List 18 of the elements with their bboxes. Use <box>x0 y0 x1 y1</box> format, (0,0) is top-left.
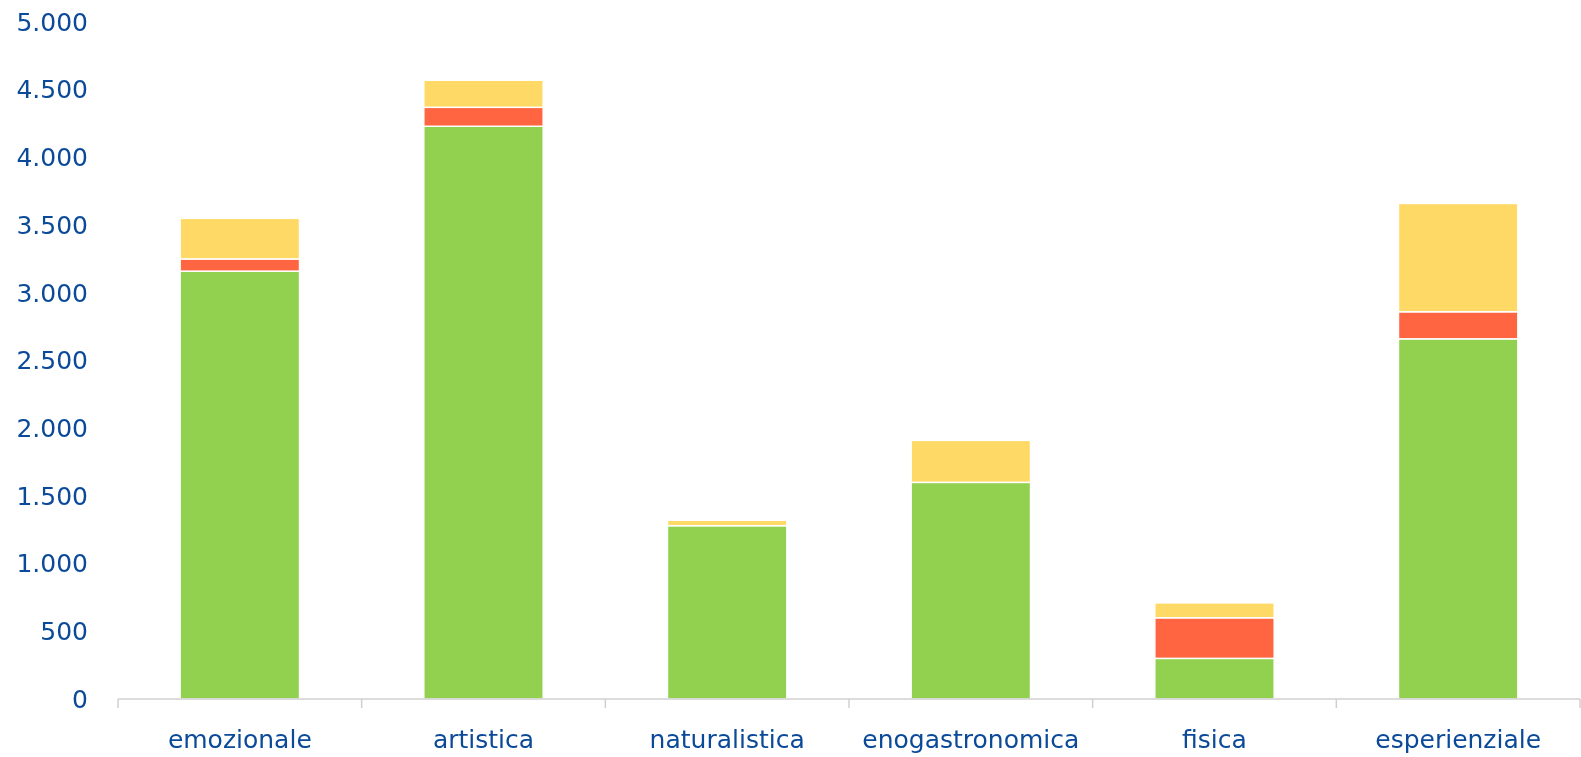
y-tick-label: 2.000 <box>16 413 88 443</box>
y-tick-label: 4.500 <box>16 75 88 105</box>
x-tick-label: emozionale <box>167 725 312 754</box>
x-tick-label: esperienziale <box>1375 725 1542 754</box>
y-tick-label: 1.500 <box>16 481 88 511</box>
y-tick-label: 500 <box>40 617 88 647</box>
bar <box>666 524 788 700</box>
x-tick-label: fisica <box>1182 725 1247 754</box>
x-tick-label: enogastronomica <box>862 725 1080 754</box>
y-tick-label: 0 <box>72 684 88 714</box>
y-tick-label: 3.000 <box>16 278 88 308</box>
y-tick-label: 4.000 <box>16 143 88 173</box>
y-tick-label: 3.500 <box>16 210 88 240</box>
y-tick-label: 1.000 <box>16 549 88 579</box>
x-tick-label: naturalistica <box>649 725 805 754</box>
y-tick-label: 5.000 <box>16 7 88 37</box>
y-tick-label: 2.500 <box>16 346 88 376</box>
x-tick-label: artistica <box>432 725 535 754</box>
